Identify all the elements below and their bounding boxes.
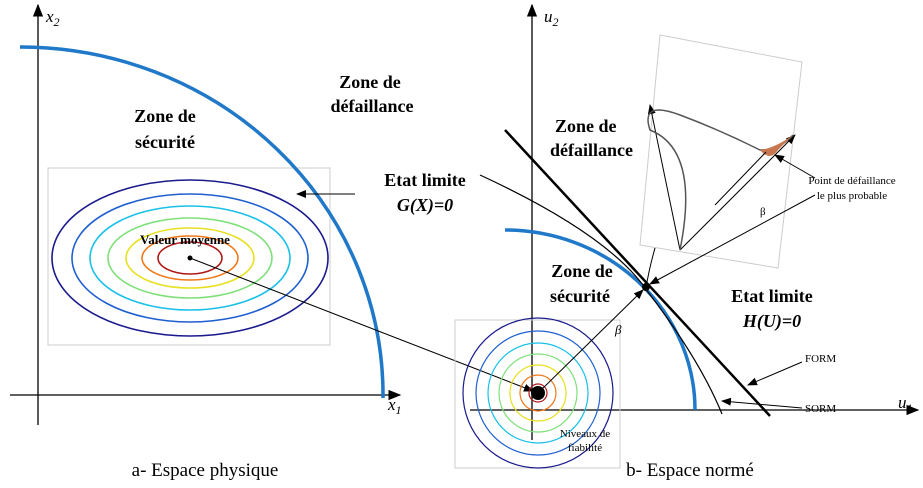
axis-sub: 1 [907, 401, 913, 415]
mean-label: Valeur moyenne [140, 232, 230, 247]
zone-label: sécurité [135, 132, 195, 152]
axis-sub: 1 [396, 403, 402, 417]
zone-label: Zone de [551, 261, 613, 281]
axis-base: u [898, 393, 907, 412]
levels-label: Niveaux de [560, 428, 611, 440]
form-line [504, 129, 771, 417]
design-point [642, 283, 650, 291]
inset: β [639, 34, 803, 269]
y-axis-label: x2 [45, 7, 60, 29]
limit-curve [504, 228, 697, 411]
limit-curve [19, 45, 385, 399]
axis-base: u [544, 7, 553, 26]
axis-sub: 2 [54, 15, 60, 29]
contour [89, 205, 291, 311]
levels-label: fiabilité [568, 442, 602, 454]
caption: a- Espace physique [132, 460, 279, 481]
contours [51, 179, 329, 337]
x-axis-label: x1 [387, 395, 402, 417]
mpp-label: le plus probable [817, 190, 887, 202]
limit-label: Etat limite [731, 286, 812, 306]
zone-label: Zone de [555, 116, 617, 136]
contour [487, 342, 589, 444]
axis-base: x [387, 395, 396, 414]
transform-arrow [189, 257, 534, 392]
limit-equation: H(U)=0 [742, 311, 801, 332]
contour [107, 217, 273, 299]
left-panel: x2 x1 Valeur moyenne Zone de sécurité Zo… [10, 3, 466, 481]
axis-base: x [45, 7, 54, 26]
contour [528, 383, 548, 403]
inset-beta [714, 151, 767, 206]
arrow [774, 154, 816, 179]
arrow [747, 361, 803, 386]
beta-label: β [760, 206, 766, 218]
inset-axis [679, 134, 796, 251]
x-axis-label: u1 [898, 393, 913, 415]
beta-vector [537, 289, 644, 394]
density-box [47, 167, 331, 346]
axis-sub: 2 [553, 15, 559, 29]
inset-box [639, 34, 803, 269]
contour [509, 364, 567, 422]
form-label: FORM [805, 353, 836, 365]
y-axis-label: u2 [544, 7, 559, 29]
zone-label: Zone de [134, 106, 196, 126]
contour [51, 179, 329, 337]
sorm-label: SORM [805, 403, 836, 415]
contour [141, 235, 239, 281]
contour [519, 374, 557, 412]
limit-label: Etat limite [384, 170, 465, 190]
arrow [721, 397, 803, 409]
zone-label: Zone de [339, 72, 401, 92]
contour [157, 241, 223, 275]
zone-label: sécurité [550, 286, 610, 306]
contour [125, 227, 255, 289]
arrow [649, 194, 816, 285]
contour [462, 317, 614, 469]
contours [462, 317, 614, 469]
inset-axis [647, 104, 681, 251]
zone-label: défaillance [331, 96, 414, 116]
zone-label: défaillance [550, 140, 633, 160]
contour [71, 193, 309, 323]
mpp-label: Point de défaillance [808, 175, 895, 187]
limit-equation: G(X)=0 [397, 195, 453, 216]
contour [475, 330, 601, 456]
right-panel: u2 u1 β β Niveaux de fiabilité Point de … [454, 3, 920, 481]
contour [498, 353, 578, 433]
caption: b- Espace normé [626, 460, 754, 481]
failure-area [760, 135, 793, 156]
beta-label: β [614, 322, 622, 337]
